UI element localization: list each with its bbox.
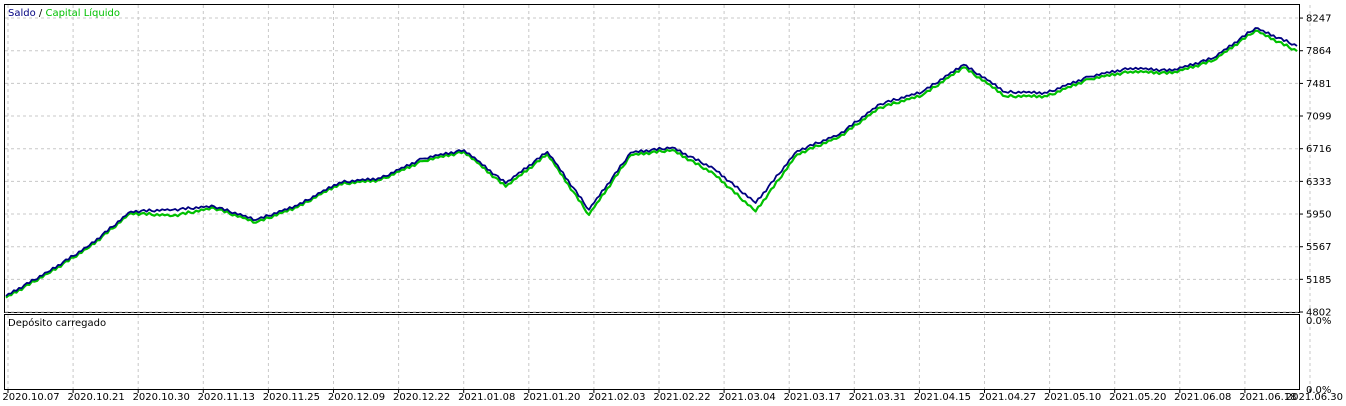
x-tick-label: 2021.02.03 bbox=[588, 392, 645, 403]
deposit-load-title: Depósito carregado bbox=[8, 317, 106, 329]
x-tick-label: 2020.11.25 bbox=[263, 392, 320, 403]
x-tick-label: 2021.01.08 bbox=[458, 392, 515, 403]
deposit-load-frame bbox=[4, 314, 1300, 390]
x-tick-label: 2021.03.17 bbox=[784, 392, 841, 403]
y-axis: 8247 7864 7481 7099 6716 6333 5950 5567 5185 4802 bbox=[1299, 14, 1331, 319]
y-tick-label: 5567 bbox=[1306, 242, 1331, 253]
y-tick-label: 5950 bbox=[1306, 210, 1331, 221]
x-axis: 2020.10.07 2020.10.21 2020.10.30 2020.11.13… bbox=[2, 389, 1343, 403]
y-tick-label: 7099 bbox=[1306, 112, 1331, 123]
x-tick-label: 2021.03.04 bbox=[718, 392, 775, 403]
x-tick-label: 2021.06.08 bbox=[1174, 392, 1231, 403]
y-tick-label: 7864 bbox=[1306, 46, 1331, 57]
main-chart-frame bbox=[4, 4, 1300, 313]
x-tick-label: 2021.03.31 bbox=[849, 392, 906, 403]
x-tick-label: 2021.06.18 bbox=[1239, 392, 1296, 403]
deposit-load-bottom-label: 0.0% bbox=[1306, 385, 1331, 396]
x-tick-label: 2020.12.22 bbox=[393, 392, 450, 403]
x-tick-label: 2020.10.21 bbox=[67, 392, 124, 403]
x-tick-label: 2021.01.20 bbox=[523, 392, 580, 403]
x-tick-label: 2021.05.20 bbox=[1109, 392, 1166, 403]
legend-separator: / bbox=[36, 8, 46, 19]
x-tick-label: 2021.04.27 bbox=[979, 392, 1036, 403]
x-tick-label: 2021.05.10 bbox=[1044, 392, 1101, 403]
grid-lines bbox=[5, 5, 1311, 389]
deposit-load-top-label: 0.0% bbox=[1306, 316, 1331, 327]
y-tick-label: 4802 bbox=[1306, 308, 1331, 319]
x-tick-label: 2020.10.30 bbox=[133, 392, 190, 403]
legend-balance: Saldo bbox=[8, 8, 36, 19]
x-tick-label: 2020.12.09 bbox=[328, 392, 385, 403]
y-tick-label: 5185 bbox=[1306, 275, 1331, 286]
legend-equity: Capital Líquido bbox=[45, 7, 120, 19]
x-tick-label: 2021.04.15 bbox=[914, 392, 971, 403]
y-tick-label: 7481 bbox=[1306, 79, 1331, 90]
legend: Saldo / Capital Líquido bbox=[8, 7, 120, 19]
y-tick-label: 6716 bbox=[1306, 144, 1331, 155]
x-tick-label: 2021.02.22 bbox=[653, 392, 710, 403]
equity-line bbox=[5, 29, 1298, 299]
y-tick-label: 8247 bbox=[1306, 14, 1331, 25]
x-tick-label: 2021.06.30 bbox=[1286, 392, 1343, 403]
x-tick-label: 2020.11.13 bbox=[198, 392, 255, 403]
x-tick-label: 2020.10.07 bbox=[2, 392, 59, 403]
y-tick-label: 6333 bbox=[1306, 177, 1331, 188]
balance-line bbox=[5, 27, 1298, 297]
